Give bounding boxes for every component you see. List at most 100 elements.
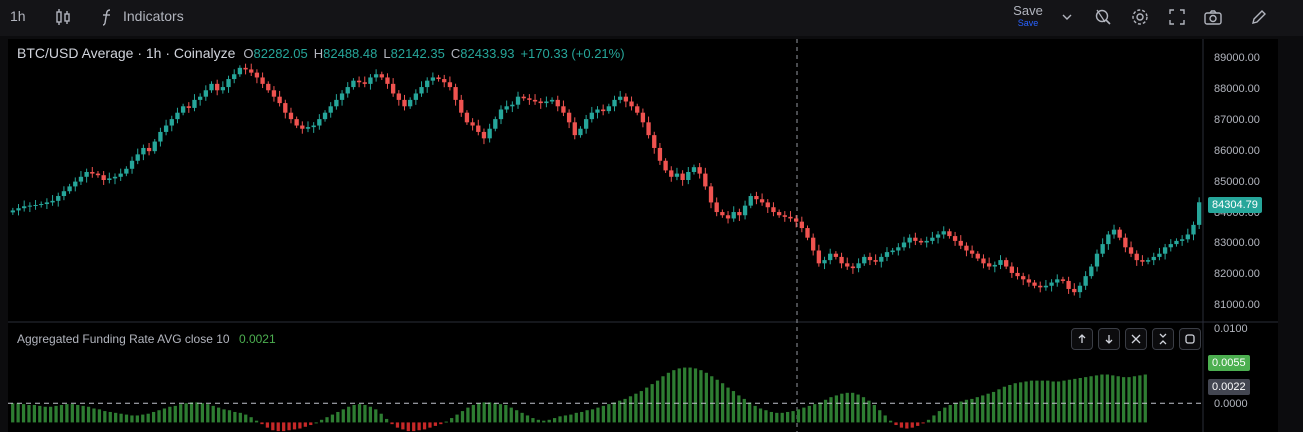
fullscreen-icon[interactable] <box>1166 6 1188 28</box>
candle-body <box>430 77 436 81</box>
candle-body <box>549 99 555 102</box>
candle-body <box>203 90 208 97</box>
candle-body <box>788 216 793 219</box>
candle-body <box>476 125 481 132</box>
funding-bar <box>910 422 914 428</box>
funding-bar <box>200 403 205 423</box>
candle-body <box>998 260 1003 265</box>
high-label: H <box>313 46 324 61</box>
camera-icon[interactable] <box>1202 6 1224 28</box>
price-chart[interactable] <box>8 39 1278 432</box>
funding-bar <box>384 418 389 423</box>
candle-body <box>294 119 299 126</box>
funding-bar <box>851 392 855 423</box>
candle-body <box>328 106 333 113</box>
candle-body <box>589 112 594 120</box>
interval-button[interactable]: 1h <box>10 8 26 24</box>
funding-bar <box>921 422 925 424</box>
candle-body <box>952 236 958 241</box>
candle-body <box>124 168 129 174</box>
close-pane-button[interactable] <box>1125 328 1147 350</box>
candle-body <box>839 256 844 264</box>
candle-body <box>913 237 918 241</box>
funding-bar <box>547 419 551 423</box>
funding-bar <box>1035 380 1039 423</box>
maximize-pane-button[interactable] <box>1179 328 1201 350</box>
funding-bar <box>244 414 248 423</box>
funding-bar <box>769 411 774 423</box>
move-pane-down-button[interactable] <box>1098 328 1120 350</box>
funding-bar <box>580 411 584 423</box>
candle-body <box>351 80 356 88</box>
funding-bar <box>179 404 183 423</box>
indicator-name: Aggregated Funding Rate AVG close 10 <box>17 332 230 346</box>
candle-body <box>595 109 600 113</box>
funding-bar <box>217 407 221 423</box>
candle-body <box>867 256 873 261</box>
candle-body <box>215 83 220 91</box>
funding-bar <box>807 405 811 423</box>
candle-body <box>629 101 634 107</box>
funding-bar <box>1062 380 1066 423</box>
candle-body <box>254 72 260 78</box>
candle-body <box>856 263 861 269</box>
funding-bar <box>515 410 519 423</box>
funding-bar <box>959 401 963 423</box>
funding-bar <box>563 415 568 423</box>
indicators-button[interactable]: Indicators <box>123 8 184 24</box>
fx-icon[interactable] <box>97 6 119 28</box>
candle-body <box>90 171 95 174</box>
funding-bar <box>347 406 351 423</box>
candle-body <box>652 135 657 148</box>
candle-body <box>1021 276 1026 280</box>
candles-icon[interactable] <box>52 6 74 28</box>
funding-bar <box>823 399 828 423</box>
magnifier-icon[interactable] <box>1092 6 1114 28</box>
funding-bar <box>227 410 232 423</box>
funding-bar <box>916 422 920 426</box>
candle-body <box>623 96 629 102</box>
low-label: L <box>383 46 391 61</box>
open-value: 82282.05 <box>253 46 308 61</box>
candle-body <box>419 87 424 94</box>
funding-bar <box>357 404 362 423</box>
funding-bar <box>86 406 91 423</box>
candle-body <box>1191 224 1196 235</box>
candle-body <box>1185 234 1190 240</box>
funding-bar <box>76 405 80 423</box>
candle-body <box>606 106 611 112</box>
funding-bar <box>433 422 438 426</box>
funding-bar <box>466 407 470 423</box>
move-pane-up-button[interactable] <box>1071 328 1093 350</box>
collapse-pane-button[interactable] <box>1152 328 1174 350</box>
candle-body <box>720 212 725 216</box>
candle-body <box>964 245 969 251</box>
candle-body <box>243 67 248 70</box>
pencil-icon[interactable] <box>1248 6 1270 28</box>
chart-area[interactable]: BTC/USD Average · 1h · Coinalyze O 82282… <box>8 39 1278 432</box>
funding-bar <box>1094 375 1099 423</box>
candle-body <box>356 80 362 83</box>
funding-bar <box>211 405 215 423</box>
chevron-down-icon[interactable] <box>1056 6 1078 28</box>
gear-icon[interactable] <box>1129 6 1151 28</box>
candle-body <box>1140 260 1145 262</box>
funding-bar <box>981 395 985 423</box>
funding-bar <box>303 422 307 427</box>
funding-bar <box>742 398 746 423</box>
funding-bar <box>146 413 150 423</box>
candle-body <box>1123 237 1128 248</box>
funding-bar <box>520 412 524 423</box>
candle-body <box>373 74 379 78</box>
funding-bar <box>70 404 74 423</box>
funding-bar <box>238 412 242 423</box>
funding-bar <box>948 405 952 423</box>
save-label: Save <box>1013 3 1043 18</box>
candle-body <box>464 112 470 123</box>
funding-bar <box>374 409 378 423</box>
funding-bar <box>1046 380 1050 423</box>
candle-body <box>220 87 226 91</box>
save-button[interactable]: Save Save <box>1008 3 1048 28</box>
funding-bar <box>114 412 118 423</box>
funding-bar <box>108 411 112 423</box>
